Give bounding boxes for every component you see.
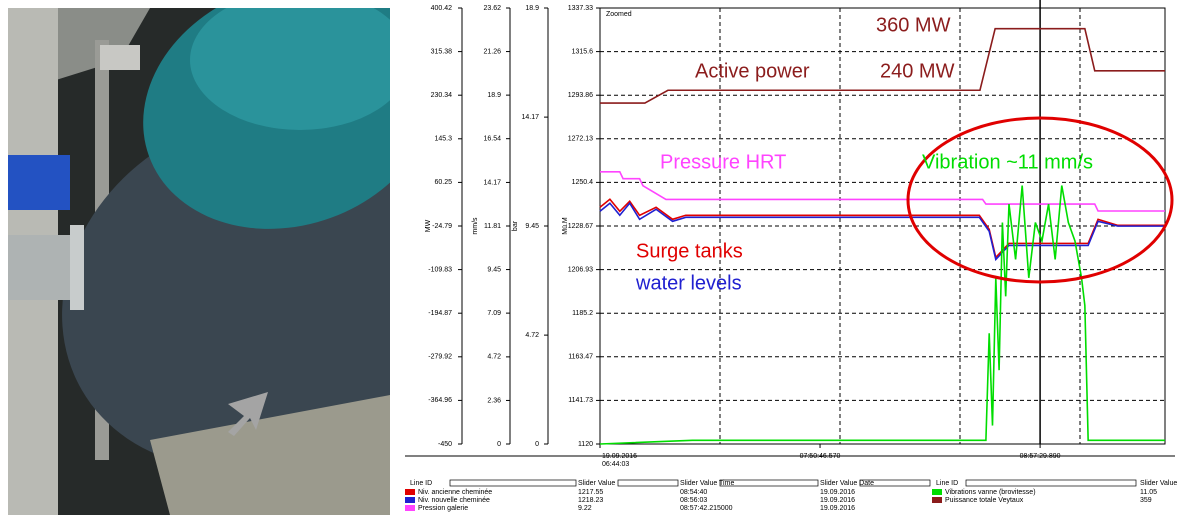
y-tick-label: 1315.6 bbox=[572, 48, 594, 55]
y-tick-label: 14.17 bbox=[483, 179, 501, 186]
table-cell: 9.22 bbox=[578, 505, 592, 512]
axis-label: bar bbox=[512, 220, 519, 231]
table-cell: Puissance totale Veytaux bbox=[945, 497, 1024, 504]
y-tick-label: 9.45 bbox=[525, 223, 539, 230]
y-tick-label: -109.83 bbox=[428, 266, 452, 273]
photo bbox=[0, 0, 513, 523]
y-tick-label: 16.54 bbox=[483, 136, 501, 143]
table-cell: 08:54:40 bbox=[680, 489, 707, 496]
header-box bbox=[720, 480, 818, 486]
table-cell: 359 bbox=[1140, 497, 1152, 504]
table-cell: 19.09.2016 bbox=[820, 505, 855, 512]
series-name: Surge tanks bbox=[636, 240, 743, 262]
y-tick-label: 1293.86 bbox=[568, 92, 593, 99]
y-tick-label: 230.34 bbox=[431, 92, 453, 99]
header-box bbox=[618, 480, 678, 486]
series-name: Pressure HRT bbox=[660, 151, 786, 173]
y-tick-label: -24.79 bbox=[432, 223, 452, 230]
series-name: water levels bbox=[635, 272, 742, 294]
y-tick-label: 21.26 bbox=[483, 48, 501, 55]
y-tick-label: 1228.67 bbox=[568, 223, 593, 230]
y-tick-label: 0 bbox=[535, 441, 539, 448]
y-tick-label: 1141.73 bbox=[568, 397, 593, 404]
annotation: 240 MW bbox=[880, 60, 955, 82]
y-tick-label: 1272.13 bbox=[568, 136, 593, 143]
x-tick-label: 07:50:46.570 bbox=[800, 453, 841, 460]
y-tick-label: 4.72 bbox=[525, 332, 539, 339]
header-box bbox=[450, 480, 576, 486]
series-line bbox=[600, 186, 1165, 444]
column-header: Slider Value bbox=[1140, 480, 1177, 487]
column-header: Line ID bbox=[936, 480, 958, 487]
y-tick-label: 1163.47 bbox=[568, 354, 593, 361]
y-tick-label: -364.96 bbox=[428, 397, 452, 404]
row-swatch bbox=[405, 489, 415, 495]
row-swatch bbox=[932, 497, 942, 503]
table-cell: Pression galerie bbox=[418, 505, 468, 512]
series-name: Active power bbox=[695, 60, 810, 82]
y-tick-label: 18.9 bbox=[525, 5, 539, 12]
row-swatch bbox=[405, 497, 415, 503]
column-header: Line ID bbox=[410, 480, 432, 487]
y-tick-label: 400.42 bbox=[431, 5, 453, 12]
table-cell: 19.09.2016 bbox=[820, 489, 855, 496]
y-tick-label: -194.87 bbox=[428, 310, 452, 317]
y-tick-label: -450 bbox=[438, 441, 452, 448]
y-tick-label: 23.62 bbox=[483, 5, 501, 12]
table-cell: 1217.55 bbox=[578, 489, 603, 496]
table-cell: Niv. nouvelle cheminée bbox=[418, 497, 490, 504]
zoom-label: Zoomed bbox=[606, 11, 632, 18]
table-cell: 08:57:42.215000 bbox=[680, 505, 733, 512]
row-swatch bbox=[405, 505, 415, 511]
table-cell: Vibrations vanne (brovitesse) bbox=[945, 489, 1036, 496]
y-tick-label: 1185.2 bbox=[572, 310, 593, 317]
y-tick-label: 14.17 bbox=[521, 114, 539, 121]
y-tick-label: -279.92 bbox=[428, 354, 452, 361]
page: Zoomed Line IDSlider ValueSlider Value T… bbox=[0, 0, 1179, 523]
y-tick-label: 9.45 bbox=[487, 266, 501, 273]
y-tick-label: 4.72 bbox=[487, 354, 501, 361]
y-tick-label: 0 bbox=[497, 441, 501, 448]
y-tick-label: 1337.33 bbox=[568, 5, 593, 12]
y-tick-label: 11.81 bbox=[484, 223, 501, 230]
table-cell: 1218.23 bbox=[578, 497, 603, 504]
y-tick-label: 60.25 bbox=[434, 179, 452, 186]
column-header: Slider Value bbox=[578, 480, 615, 487]
y-tick-label: 1250.4 bbox=[572, 179, 594, 186]
table-cell: Niv. ancienne cheminée bbox=[418, 489, 492, 496]
y-tick-label: 2.36 bbox=[487, 397, 501, 404]
y-tick-label: 7.09 bbox=[487, 310, 501, 317]
annotation: 360 MW bbox=[876, 14, 951, 36]
y-tick-label: 1120 bbox=[578, 441, 593, 448]
table-cell: 19.09.2016 bbox=[820, 497, 855, 504]
header-box bbox=[966, 480, 1136, 486]
y-tick-label: 18.9 bbox=[487, 92, 501, 99]
axis-label: MW bbox=[425, 219, 432, 232]
table-cell: 11.05 bbox=[1140, 489, 1157, 496]
y-tick-label: 315.38 bbox=[431, 48, 453, 55]
y-tick-label: 1206.93 bbox=[568, 266, 593, 273]
series-name: Vibration ~11 mm/s bbox=[922, 151, 1093, 173]
table-cell: 08:56:03 bbox=[680, 497, 707, 504]
x-tick-label: 08:57:29.890 bbox=[1020, 453, 1061, 460]
y-tick-label: 145.3 bbox=[434, 136, 452, 143]
row-swatch bbox=[932, 489, 942, 495]
axis-label: mm/s bbox=[472, 217, 479, 235]
